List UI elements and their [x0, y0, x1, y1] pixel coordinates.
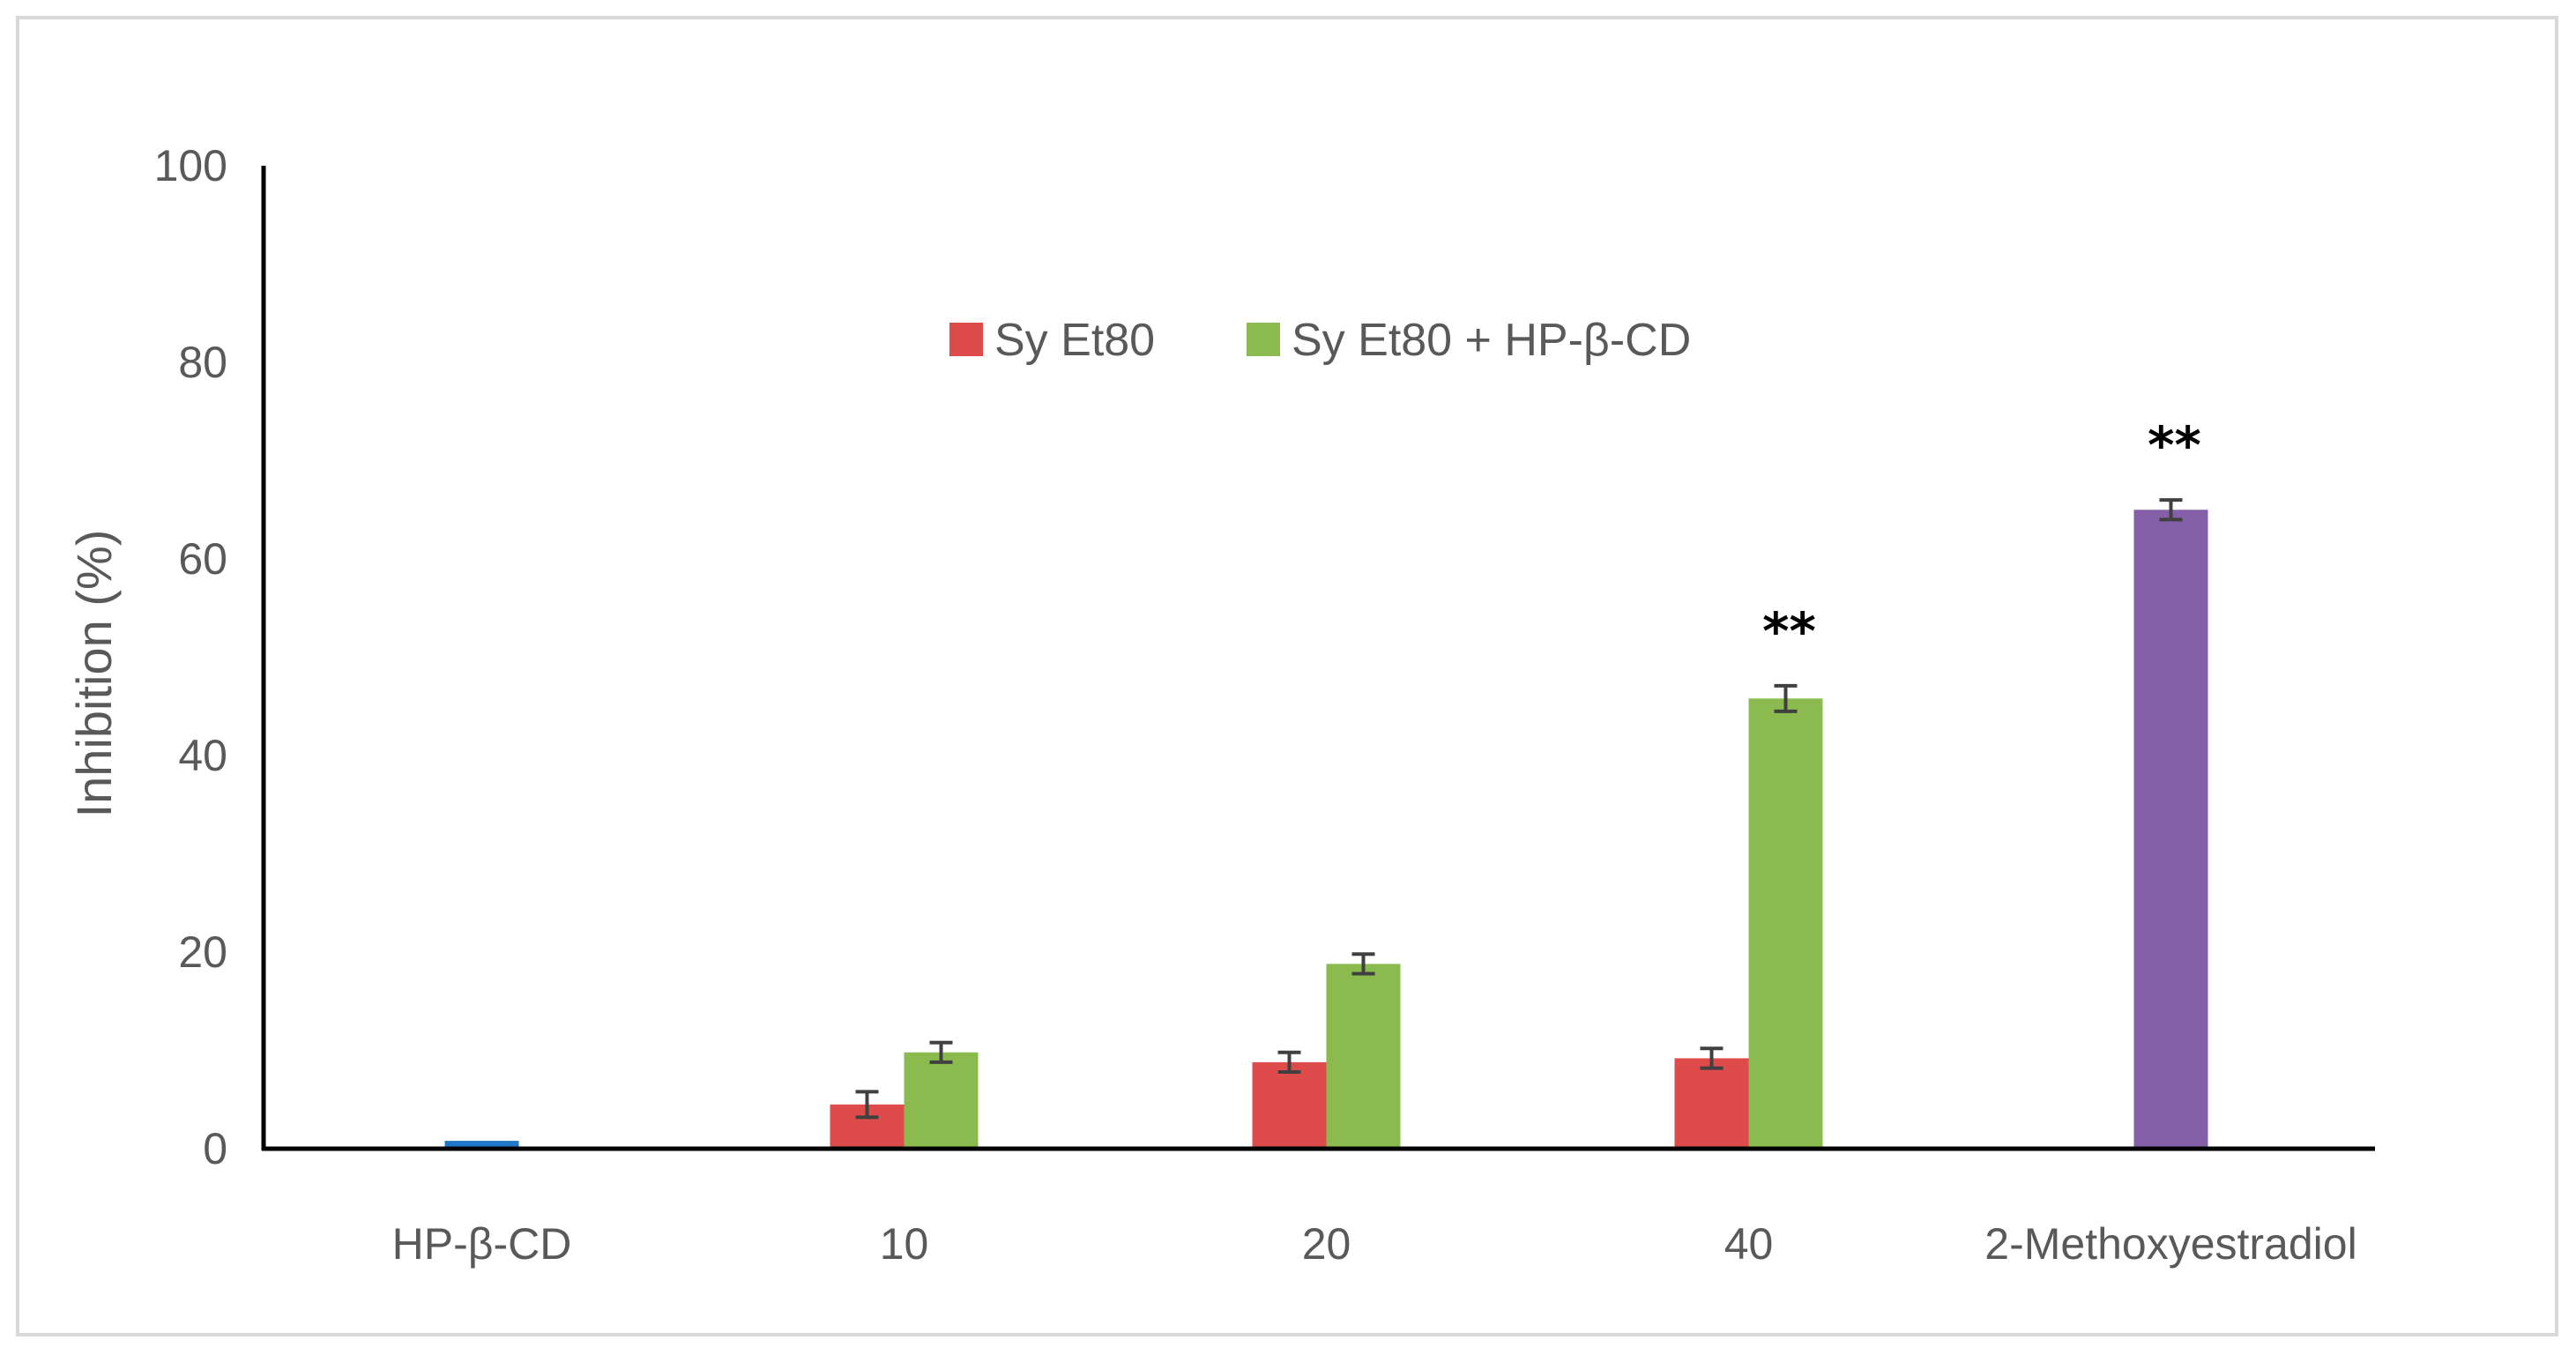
bar-methoxy-2-methoxyestradiol	[2133, 510, 2208, 1149]
error-bar-syet80_hp-40	[1774, 683, 1798, 713]
bar-syet80-40	[1674, 1058, 1749, 1149]
error-bar-syet80-10	[855, 1090, 879, 1120]
chart-frame: 0 20 40 60 80 100 ** ** HP-β-CD 10 20 40 2-Methoxy…	[16, 16, 2558, 1336]
legend: Sy Et80 Sy Et80 + HP-β-CD	[949, 315, 1691, 366]
legend-label-sy-et80-hp-b-cd: Sy Et80 + HP-β-CD	[1292, 315, 1691, 366]
legend-label-sy-et80: Sy Et80	[994, 315, 1155, 366]
x-category-label-hp-cd: HP-β-CD	[392, 1219, 572, 1269]
y-tick-label-100: 100	[154, 141, 227, 190]
y-tick-label-80: 80	[178, 338, 227, 387]
bar-syet80_hp-40	[1748, 698, 1823, 1149]
error-bar-syet80-40	[1700, 1046, 1724, 1070]
y-tick-label-0: 0	[203, 1124, 227, 1173]
error-bar-syet80_hp-20	[1351, 952, 1375, 976]
x-category-label-2-methoxyestradiol: 2-Methoxyestradiol	[1984, 1219, 2356, 1269]
y-tick-label-40: 40	[178, 731, 227, 780]
y-axis-ticks: 0 20 40 60 80 100	[154, 141, 227, 1173]
y-tick-label-20: 20	[178, 927, 227, 977]
x-category-label-40: 40	[1724, 1219, 1774, 1269]
bar-syet80_hp-10	[904, 1052, 979, 1149]
legend-swatch-sy-et80	[949, 323, 983, 356]
y-tick-label-60: 60	[178, 534, 227, 584]
significance-mark-40: **	[1762, 601, 1816, 661]
error-bar-syet80-20	[1277, 1050, 1301, 1075]
bar-control-hp-cd	[444, 1141, 519, 1149]
legend-swatch-sy-et80-hp-b-cd	[1247, 323, 1280, 356]
x-category-label-10: 10	[880, 1219, 929, 1269]
bars	[444, 510, 2208, 1149]
significance-annotations: ** **	[1762, 415, 2201, 661]
bar-syet80-20	[1252, 1061, 1327, 1149]
significance-mark-2-methoxyestradiol: **	[2148, 415, 2201, 475]
error-bar-syet80_hp-10	[929, 1040, 953, 1064]
bar-syet80_hp-20	[1326, 964, 1401, 1149]
bar-chart: 0 20 40 60 80 100 ** ** HP-β-CD 10 20 40 2-Methoxy…	[66, 141, 2375, 1269]
y-axis-title: Inhibition (%)	[66, 530, 122, 818]
x-axis-categories: HP-β-CD 10 20 40 2-Methoxyestradiol	[392, 1219, 2357, 1269]
error-bars	[855, 498, 2183, 1120]
x-category-label-20: 20	[1302, 1219, 1351, 1269]
error-bar-methoxy-2-methoxyestradiol	[2159, 498, 2183, 522]
